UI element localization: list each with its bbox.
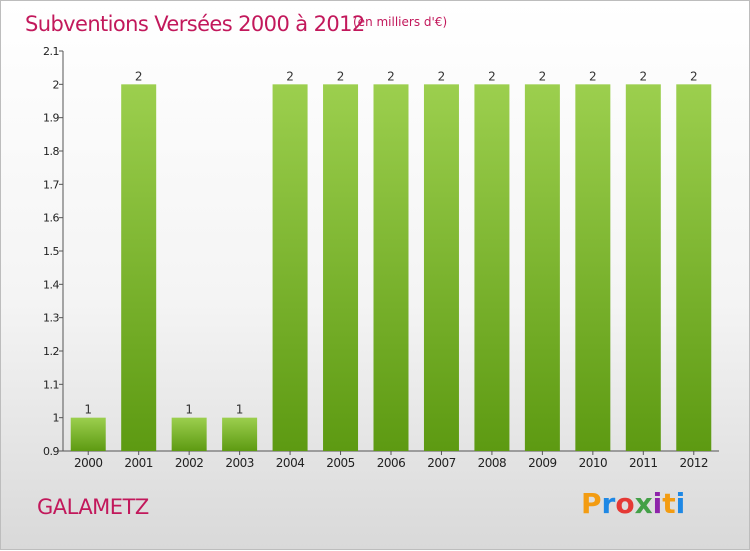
- data-label: 2: [639, 69, 647, 83]
- place-name: GALAMETZ: [37, 495, 149, 519]
- y-tick-label: 2: [53, 78, 60, 91]
- bar: [474, 84, 510, 451]
- x-tick-label: 2012: [679, 456, 708, 470]
- x-tick-label: 2002: [175, 456, 204, 470]
- data-label: 1: [236, 403, 244, 417]
- y-tick-label: 1.6: [43, 212, 59, 225]
- x-tick-label: 2011: [629, 456, 658, 470]
- bar: [625, 84, 661, 451]
- y-tick-label: 1.5: [43, 245, 59, 258]
- plot-area: 0.9 1 1.1 1.2 1.3 1.4 1.5 1.6 1.7 1.8 1.9 2 2.1 1 2000…: [43, 45, 719, 470]
- brand-letter: i: [675, 487, 686, 520]
- data-label: 2: [589, 69, 597, 83]
- y-tick-label: 1.3: [43, 312, 59, 325]
- bar: [121, 84, 157, 451]
- bar: [676, 84, 712, 451]
- x-tick-label: 2010: [579, 456, 608, 470]
- x-tick-label: 2003: [225, 456, 254, 470]
- x-tick-label: 2005: [326, 456, 355, 470]
- brand-logo: Proxiti: [581, 487, 685, 520]
- data-label: 2: [690, 69, 698, 83]
- data-label: 2: [286, 69, 294, 83]
- x-tick-label: 2000: [74, 456, 103, 470]
- bar: [524, 84, 560, 451]
- x-tick-label: 2004: [276, 456, 305, 470]
- y-tick-label: 1: [53, 412, 60, 425]
- y-tick-label: 1.8: [43, 145, 59, 158]
- y-tick-label: 1.1: [43, 378, 59, 391]
- y-tick-label: 1.4: [43, 278, 59, 291]
- data-label: 1: [84, 403, 92, 417]
- brand-letter: P: [581, 487, 602, 520]
- chart-title: Subventions Versées 2000 à 2012: [25, 12, 365, 36]
- data-label: 2: [135, 69, 143, 83]
- bar: [272, 84, 308, 451]
- bar: [423, 84, 459, 451]
- x-tick-label: 2009: [528, 456, 557, 470]
- brand-letter: x: [634, 487, 653, 520]
- y-tick-label: 0.9: [43, 445, 59, 458]
- x-tick-label: 2006: [377, 456, 406, 470]
- brand-letter: r: [601, 487, 616, 520]
- bar: [323, 84, 359, 451]
- data-label: 2: [539, 69, 547, 83]
- y-tick-label: 2.1: [43, 45, 59, 58]
- data-label: 1: [185, 403, 193, 417]
- x-tick-label: 2007: [427, 456, 456, 470]
- brand-letter: i: [652, 487, 663, 520]
- bar: [575, 84, 611, 451]
- data-label: 2: [387, 69, 395, 83]
- data-label: 2: [488, 69, 496, 83]
- x-tick-label: 2008: [478, 456, 507, 470]
- x-tick-label: 2001: [124, 456, 153, 470]
- y-tick-label: 1.9: [43, 112, 59, 125]
- data-label: 2: [337, 69, 345, 83]
- chart-unit: (en milliers d'€): [353, 15, 447, 29]
- y-tick-label: 1.7: [43, 178, 59, 191]
- bar: [373, 84, 409, 451]
- bar: [70, 417, 106, 451]
- bar: [222, 417, 258, 451]
- brand-letter: o: [615, 487, 635, 520]
- bar: [171, 417, 207, 451]
- data-label: 2: [438, 69, 446, 83]
- y-tick-label: 1.2: [43, 345, 59, 358]
- brand-letter: t: [662, 487, 676, 520]
